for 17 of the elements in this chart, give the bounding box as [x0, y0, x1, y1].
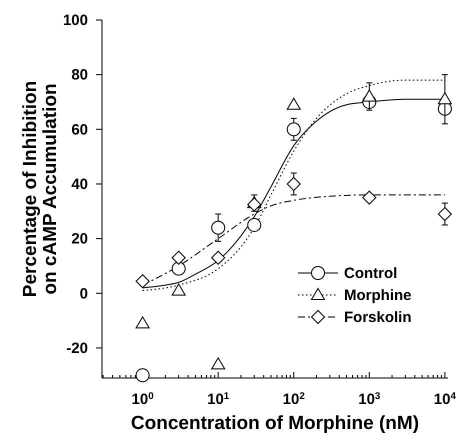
legend-label: Control — [344, 265, 398, 282]
y-tick-label: 40 — [71, 176, 88, 193]
x-tick-label: 10$^{2}$ — [282, 390, 306, 408]
y-tick-label: 20 — [71, 230, 88, 248]
x-tick-label: 10$^{4}$ — [434, 390, 456, 408]
y-tick-label: 60 — [71, 121, 88, 138]
x-tick-label: 10$^{1}$ — [207, 390, 230, 408]
x-axis-title: Concentration of Morphine (nM) — [130, 413, 420, 434]
y-tick-label: 80 — [71, 66, 88, 84]
x-tick-label: 10$^{0}$ — [132, 390, 154, 408]
legend-label: Forskolin — [344, 309, 412, 326]
y-tick-label: 100 — [62, 12, 88, 29]
y-tick-label: 0 — [80, 285, 88, 302]
y-tick-label: -20 — [66, 340, 88, 357]
y-axis-title: Percentage of Inhibition on cAMP Accumulation — [20, 80, 61, 298]
legend-label: Morphine — [344, 287, 412, 304]
x-tick-label: 10$^{3}$ — [358, 390, 381, 408]
